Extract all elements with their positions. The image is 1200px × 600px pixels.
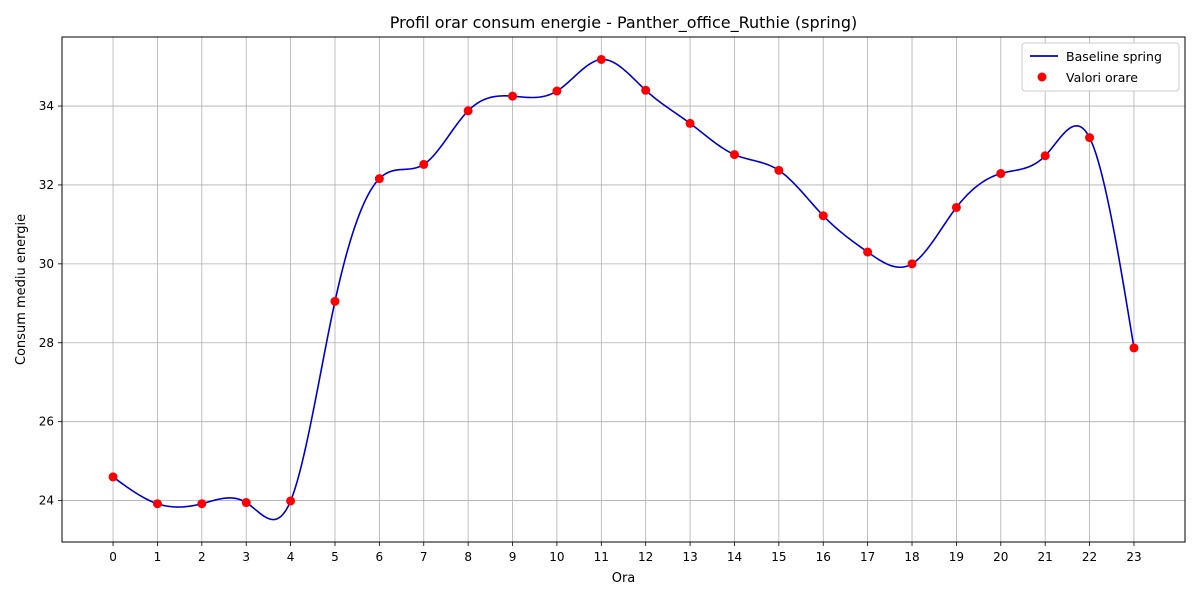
- x-tick-label: 4: [287, 550, 295, 564]
- data-point: [508, 91, 518, 101]
- x-tick-label: 9: [509, 550, 517, 564]
- y-tick-label: 24: [39, 494, 54, 508]
- x-tick-label: 14: [727, 550, 742, 564]
- x-tick-label: 22: [1082, 550, 1097, 564]
- legend-dot-swatch: [1037, 72, 1047, 82]
- x-tick-label: 7: [420, 550, 428, 564]
- y-axis-label: Consum mediu energie: [14, 214, 29, 365]
- chart-title: Profil orar consum energie - Panther_off…: [390, 13, 857, 33]
- ticks: 0 1 2 3 4 5 6 7 8 9 10 11 12 13 14 15 16 17 18 19 20 21 22 2324…: [39, 99, 1142, 564]
- x-tick-label: 17: [860, 550, 875, 564]
- x-tick-label: 10: [549, 550, 564, 564]
- data-point: [330, 296, 340, 306]
- series-points-group: [108, 54, 1139, 509]
- data-point: [951, 202, 961, 212]
- data-point: [907, 259, 917, 269]
- data-point: [1040, 151, 1050, 161]
- data-point: [1085, 133, 1095, 143]
- x-tick-label: 8: [464, 550, 472, 564]
- x-tick-label: 1: [154, 550, 162, 564]
- data-point: [729, 150, 739, 160]
- data-point: [108, 472, 118, 482]
- data-point: [419, 159, 429, 169]
- grid: [62, 37, 1185, 542]
- data-point: [552, 86, 562, 96]
- x-tick-label: 6: [376, 550, 384, 564]
- data-point: [463, 106, 473, 116]
- data-point: [996, 169, 1006, 179]
- legend: Baseline spring Valori orare: [1021, 42, 1180, 92]
- x-tick-label: 16: [816, 550, 831, 564]
- data-point: [241, 498, 251, 508]
- x-tick-label: 3: [242, 550, 250, 564]
- x-tick-label: 18: [904, 550, 919, 564]
- x-tick-label: 13: [682, 550, 697, 564]
- x-tick-label: 11: [594, 550, 609, 564]
- legend-label-values: Valori orare: [1066, 70, 1138, 85]
- y-tick-label: 32: [39, 178, 54, 192]
- data-point: [863, 247, 873, 257]
- data-point: [286, 496, 296, 506]
- x-tick-label: 20: [993, 550, 1008, 564]
- y-tick-label: 30: [39, 257, 54, 271]
- x-tick-label: 21: [1038, 550, 1053, 564]
- series-line-group: [112, 58, 1135, 521]
- x-tick-label: 23: [1126, 550, 1141, 564]
- legend-label-baseline: Baseline spring: [1066, 49, 1162, 64]
- plot-frame: [61, 36, 1186, 543]
- x-tick-label: 0: [109, 550, 117, 564]
- data-point: [818, 211, 828, 221]
- data-point: [197, 499, 207, 509]
- x-tick-label: 12: [638, 550, 653, 564]
- x-tick-label: 2: [198, 550, 206, 564]
- x-tick-label: 19: [949, 550, 964, 564]
- y-tick-label: 28: [39, 336, 54, 350]
- legend-box: [1021, 42, 1180, 92]
- series-line-baseline: [112, 58, 1135, 521]
- x-tick-label: 15: [771, 550, 786, 564]
- data-point: [641, 85, 651, 95]
- data-point: [1129, 343, 1139, 353]
- data-point: [152, 499, 162, 509]
- data-point: [596, 54, 606, 64]
- x-axis-label: Ora: [612, 571, 636, 586]
- y-tick-label: 34: [39, 99, 54, 113]
- x-tick-label: 5: [331, 550, 339, 564]
- data-point: [374, 174, 384, 184]
- data-point: [685, 118, 695, 128]
- data-point: [774, 165, 784, 175]
- y-tick-label: 26: [39, 415, 54, 429]
